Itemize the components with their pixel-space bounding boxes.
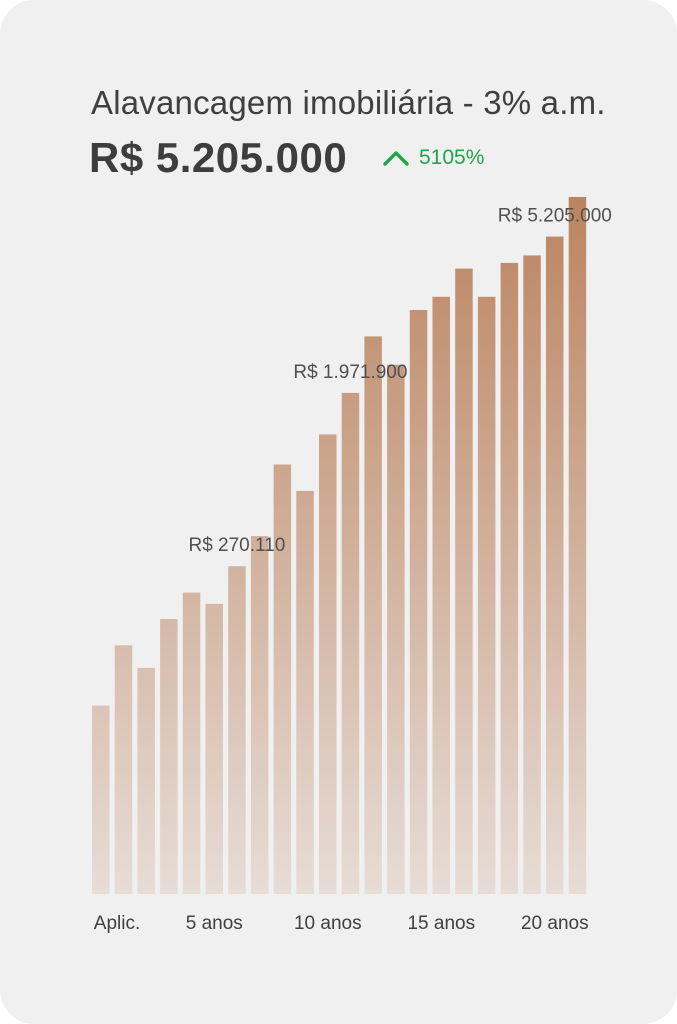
change-percent: 5105% — [419, 146, 485, 169]
bar-13 — [364, 336, 382, 894]
chart-title: Alavancagem imobiliária - 3% a.m. — [91, 84, 606, 121]
bar-annotation: R$ 1.971.900 — [293, 362, 407, 383]
bar-1 — [92, 705, 110, 894]
bar-16 — [432, 296, 450, 894]
x-tick-label: 15 anos — [407, 913, 475, 934]
bar-14 — [387, 364, 405, 894]
bar-8 — [250, 536, 269, 894]
x-tick-label: 10 anos — [294, 913, 362, 934]
chevron-up-icon — [383, 151, 409, 166]
bar-12 — [341, 392, 360, 894]
x-tick-label: 5 anos — [186, 913, 243, 934]
bar-6 — [205, 603, 223, 894]
bar-11 — [319, 434, 337, 894]
x-tick-label: 20 anos — [521, 913, 589, 934]
total-amount: R$ 5.205.000 — [89, 134, 348, 181]
bar-3 — [137, 667, 155, 894]
bar-22 — [568, 197, 587, 894]
bar-19 — [500, 262, 519, 894]
change-indicator: 5105% — [383, 146, 484, 170]
x-tick-label: Aplic. — [94, 913, 140, 934]
bar-18 — [477, 296, 496, 894]
bar-annotation: R$ 270.110 — [188, 535, 285, 556]
bar-7 — [228, 566, 246, 894]
bar-5 — [182, 592, 201, 894]
x-axis-ticks: Aplic. 5 anos 10 anos 15 anos 20 anos — [94, 913, 589, 934]
bar-annotation: R$ 5.205.000 — [498, 206, 612, 227]
bar-21 — [546, 236, 564, 895]
bar-20 — [523, 255, 541, 894]
bar-2 — [114, 645, 133, 894]
bars-group — [92, 197, 587, 895]
annotations-group: R$ 270.110 R$ 1.971.900 R$ 5.205.000 — [188, 206, 611, 557]
bar-10 — [296, 490, 314, 894]
bar-4 — [160, 619, 178, 894]
bar-17 — [455, 268, 473, 895]
bar-15 — [409, 310, 428, 894]
bar-9 — [273, 464, 292, 894]
